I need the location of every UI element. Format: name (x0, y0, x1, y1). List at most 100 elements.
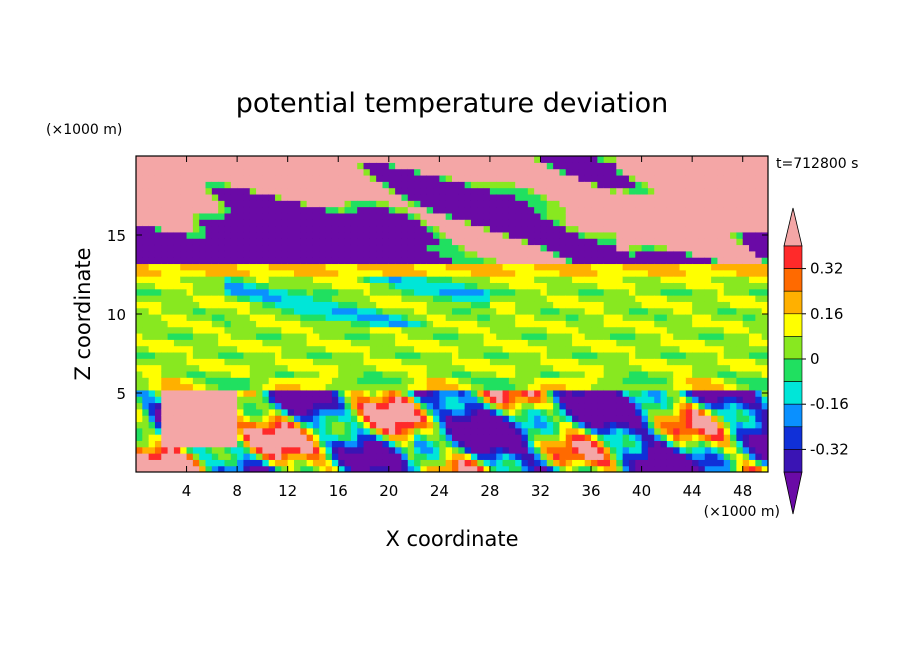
field-cell (136, 193, 143, 201)
field-cell (154, 377, 162, 385)
field-cell (534, 465, 542, 472)
field-cell (136, 377, 143, 385)
field-cell (180, 453, 188, 460)
field-cell (464, 257, 472, 265)
field-cell (679, 326, 687, 334)
field-cell (376, 200, 384, 208)
field-cell (281, 250, 289, 258)
field-cell (350, 332, 358, 340)
field-cell (287, 269, 295, 277)
field-cell (597, 156, 605, 163)
field-cell (382, 427, 390, 435)
field-cell (199, 225, 207, 233)
field-cell (205, 250, 213, 258)
field-cell (755, 238, 763, 246)
field-cell (591, 212, 598, 220)
field-cell (666, 206, 674, 214)
field-cell (224, 415, 232, 423)
field-cell (369, 225, 377, 233)
field-cell (489, 200, 497, 208)
field-cell (711, 187, 719, 195)
field-cell (679, 288, 687, 296)
field-cell (660, 187, 668, 195)
field-cell (654, 168, 662, 176)
field-cell (521, 427, 529, 435)
field-cell (369, 453, 377, 460)
field-cell (369, 282, 377, 290)
field-cell (319, 389, 327, 397)
field-cell (439, 408, 447, 416)
field-cell (515, 427, 523, 435)
field-cell (654, 453, 662, 460)
field-cell (142, 206, 150, 214)
field-cell (584, 250, 592, 258)
field-cell (470, 295, 478, 302)
field-cell (610, 301, 617, 309)
field-cell (540, 389, 548, 397)
field-cell (742, 358, 750, 366)
field-cell (698, 238, 706, 246)
field-cell (306, 307, 314, 315)
field-cell (679, 377, 687, 385)
field-cell (704, 187, 712, 195)
field-cell (148, 427, 156, 435)
field-cell (521, 288, 529, 296)
field-cell (186, 301, 194, 309)
field-cell (249, 370, 257, 378)
field-cell (717, 465, 725, 472)
field-cell (698, 415, 706, 423)
field-cell (540, 200, 548, 208)
field-cell (192, 364, 200, 372)
field-cell (154, 282, 162, 290)
field-cell (395, 156, 403, 163)
field-cell (388, 238, 396, 246)
field-cell (281, 212, 289, 220)
field-cell (401, 326, 409, 334)
field-cell (350, 383, 358, 391)
field-cell (736, 200, 744, 208)
field-cell (192, 174, 200, 182)
field-cell (610, 250, 617, 258)
field-cell (243, 174, 251, 182)
field-cell (325, 326, 333, 334)
field-cell (186, 465, 194, 472)
field-cell (647, 238, 655, 246)
field-cell (742, 238, 750, 246)
field-cell (439, 276, 447, 283)
field-cell (294, 434, 301, 441)
field-cell (275, 225, 282, 233)
field-cell (496, 225, 504, 233)
field-cell (692, 434, 700, 441)
field-cell (338, 156, 346, 163)
field-cell (565, 244, 573, 252)
field-cell (647, 339, 655, 347)
field-cell (616, 162, 624, 170)
field-cell (211, 301, 219, 309)
field-cell (527, 332, 535, 340)
field-cell (546, 219, 554, 227)
field-cell (161, 408, 169, 416)
field-cell (470, 250, 478, 258)
field-cell (439, 314, 447, 321)
field-cell (230, 453, 238, 460)
field-cell (508, 332, 516, 340)
field-cell (546, 440, 554, 448)
field-cell (376, 402, 384, 410)
field-cell (502, 257, 510, 265)
field-cell (142, 332, 150, 340)
field-cell (331, 440, 339, 448)
field-cell (136, 288, 143, 296)
field-cell (395, 465, 403, 472)
field-cell (698, 244, 706, 252)
field-cell (167, 301, 175, 309)
field-cell (603, 263, 611, 271)
field-cell (755, 377, 763, 385)
field-cell (256, 295, 263, 302)
field-cell (369, 320, 377, 328)
field-cell (591, 314, 598, 321)
field-cell (698, 408, 706, 416)
field-cell (243, 396, 251, 404)
field-cell (218, 257, 226, 265)
field-cell (553, 238, 561, 246)
field-cell (736, 370, 744, 378)
